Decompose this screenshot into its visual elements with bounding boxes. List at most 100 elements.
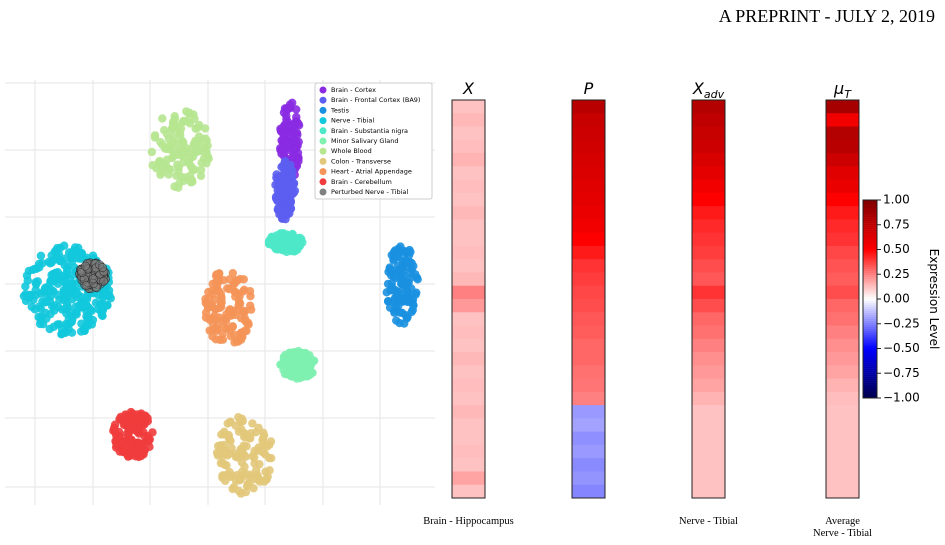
colorbar-tick-label: 0.00 xyxy=(883,292,910,306)
colorbar-step xyxy=(863,338,877,341)
point xyxy=(280,121,290,130)
point xyxy=(112,440,121,449)
colorbar-step xyxy=(863,364,877,367)
point xyxy=(259,441,268,450)
point xyxy=(99,276,109,286)
cluster xyxy=(19,241,115,339)
colorbar-step xyxy=(863,211,877,214)
legend-label: Minor Salivary Gland xyxy=(331,137,398,145)
point xyxy=(205,315,214,324)
point xyxy=(38,259,47,268)
heat-cell xyxy=(826,259,859,273)
colorbar-step xyxy=(863,360,877,363)
colorbar-step xyxy=(863,243,877,246)
point xyxy=(234,427,244,436)
legend-marker xyxy=(319,137,327,145)
point xyxy=(81,281,91,290)
heat-cell xyxy=(692,272,725,287)
heat-cell xyxy=(452,285,485,300)
point xyxy=(398,274,407,284)
point xyxy=(196,165,206,175)
heat-cell xyxy=(826,338,859,353)
legend-label: Brain - Substantia nigra xyxy=(331,127,408,135)
heat-cell xyxy=(452,272,485,287)
colorbar-step xyxy=(863,259,877,262)
point xyxy=(139,431,149,440)
colorbar-step xyxy=(863,312,877,315)
colorbar-step xyxy=(863,201,877,205)
point xyxy=(287,231,296,241)
colorbar-step xyxy=(863,267,877,270)
colorbar-step xyxy=(863,370,877,373)
colorbar-step xyxy=(863,209,877,212)
point xyxy=(395,318,404,328)
colorbar-step xyxy=(863,306,877,310)
cluster xyxy=(271,156,300,224)
point xyxy=(241,487,251,497)
colorbar-step xyxy=(863,241,877,244)
point xyxy=(29,295,38,305)
heat-cell xyxy=(692,232,725,247)
cluster xyxy=(201,268,256,347)
point xyxy=(225,418,235,427)
point xyxy=(110,426,120,436)
heat-cell xyxy=(452,312,485,327)
colorbar-step xyxy=(863,304,877,308)
legend-label: Heart - Atrial Appendage xyxy=(331,168,412,176)
heat-cell xyxy=(452,391,485,406)
cluster xyxy=(264,228,307,257)
point xyxy=(71,302,80,312)
colorbar-step xyxy=(863,372,877,375)
colorbar-step xyxy=(863,288,877,292)
point xyxy=(208,332,217,341)
heat-cell xyxy=(692,444,725,459)
point xyxy=(48,277,58,286)
heat-cell xyxy=(692,179,725,194)
colorbar-tick-label: −0.75 xyxy=(883,366,920,380)
heat-cell xyxy=(826,444,859,459)
point xyxy=(246,470,256,479)
title-main: X xyxy=(692,79,705,98)
legend-marker xyxy=(319,96,327,104)
heat-cell xyxy=(452,100,485,114)
point xyxy=(412,288,421,297)
heat-cell xyxy=(826,471,859,486)
point xyxy=(258,434,268,443)
heat-cell xyxy=(572,352,605,366)
heat-cell xyxy=(826,245,859,260)
legend-label: Nerve - Tibial xyxy=(331,117,374,125)
point xyxy=(279,228,288,238)
column-caption: Brain - Hippocampus xyxy=(423,516,513,527)
heat-cell xyxy=(572,166,605,181)
column-frame xyxy=(691,99,726,499)
point xyxy=(97,300,107,309)
point xyxy=(389,284,398,294)
colorbar-step xyxy=(863,320,877,323)
colorbar-tick-label: 0.50 xyxy=(883,242,910,256)
heat-cell xyxy=(692,352,725,366)
colorbar-step xyxy=(863,386,877,389)
legend-label: Testis xyxy=(330,106,350,114)
point xyxy=(147,147,157,157)
heat-cell xyxy=(572,272,605,287)
point xyxy=(403,312,412,322)
colorbar-step xyxy=(863,356,877,359)
colorbar-step xyxy=(863,213,877,216)
point xyxy=(137,415,147,424)
heat-cell xyxy=(572,418,605,433)
heat-cell xyxy=(452,259,485,273)
heat-cell xyxy=(452,126,485,141)
cluster xyxy=(109,407,157,462)
colorbar-step xyxy=(863,235,877,238)
point xyxy=(237,328,246,337)
colorbar-step xyxy=(863,279,877,282)
point xyxy=(47,258,56,267)
heat-cell xyxy=(826,405,859,419)
colorbar-step xyxy=(863,330,877,333)
column-title: P xyxy=(584,79,594,98)
heat-cell xyxy=(692,299,725,313)
point xyxy=(87,306,96,316)
point xyxy=(225,275,234,284)
heat-cell xyxy=(692,245,725,260)
colorbar-step xyxy=(863,203,877,207)
